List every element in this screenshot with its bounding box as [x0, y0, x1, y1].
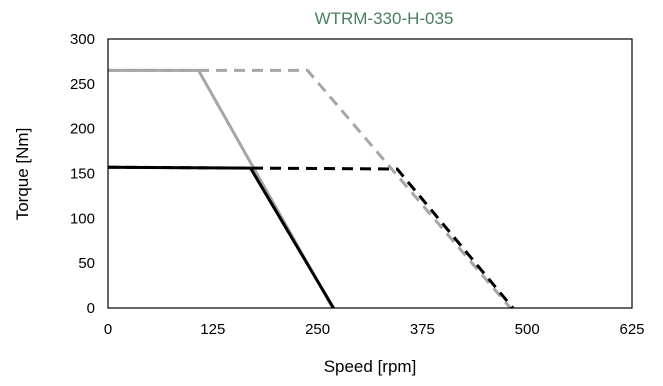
plot-frame: [107, 38, 633, 309]
x-axis-ticks: 0 125 250 375 500 625: [104, 321, 645, 338]
x-tick-label: 625: [619, 321, 644, 338]
x-tick-label: 375: [410, 321, 435, 338]
y-tick-label: 150: [70, 166, 95, 183]
x-tick-label: 125: [200, 321, 225, 338]
plot-lines: [107, 68, 515, 309]
y-tick-label: 50: [78, 255, 95, 272]
y-axis-ticks: 0 50 100 150 200 250 300: [70, 31, 95, 317]
y-tick-label: 200: [70, 121, 95, 138]
x-tick-label: 500: [515, 321, 540, 338]
x-tick-label: 0: [104, 321, 112, 338]
series-line-2: [108, 68, 512, 309]
chart-title: WTRM-330-H-035: [315, 9, 454, 28]
y-tick-label: 300: [70, 31, 95, 48]
x-axis-label: Speed [rpm]: [324, 357, 417, 376]
series-line-1: [108, 68, 335, 309]
y-axis-label: Torque [Nm]: [13, 128, 32, 221]
series-line-3: [107, 165, 335, 309]
y-tick-label: 0: [87, 300, 95, 317]
series-line-4: [107, 165, 515, 309]
x-tick-label: 250: [305, 321, 330, 338]
y-tick-label: 250: [70, 76, 95, 93]
y-tick-label: 100: [70, 210, 95, 227]
